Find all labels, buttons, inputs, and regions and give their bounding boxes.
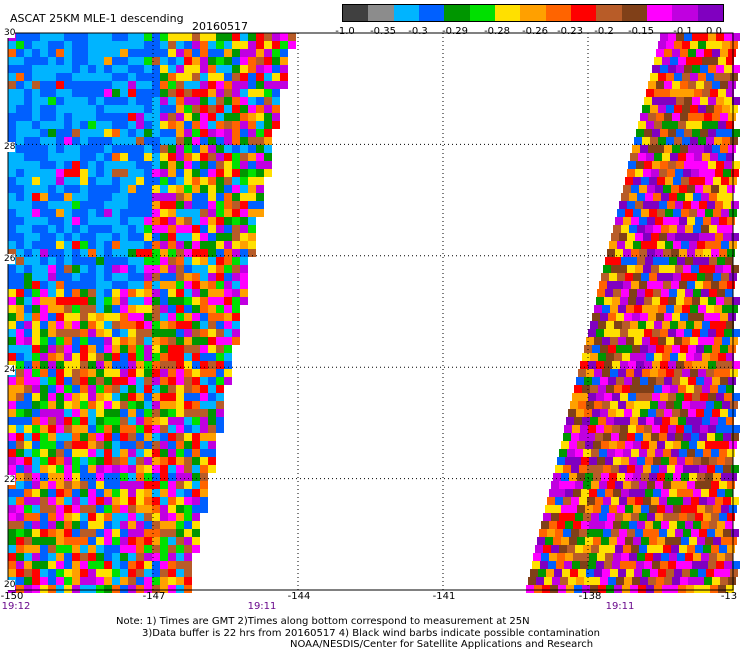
- legend-swatch: [393, 5, 419, 21]
- legend-swatch: [343, 5, 369, 21]
- legend-tick-label: -0.15: [628, 26, 654, 37]
- legend-swatch: [494, 5, 521, 21]
- lat-label-20: 20: [4, 580, 16, 590]
- lon-label-147: -147: [142, 591, 166, 602]
- map-date: 20160517: [192, 20, 248, 33]
- lon-label-135: -13: [720, 591, 738, 602]
- legend-swatch: [596, 5, 622, 21]
- scatterometer-map[interactable]: [0, 0, 740, 600]
- map-title: ASCAT 25KM MLE-1 descending: [10, 12, 184, 25]
- lat-label-24: 24: [4, 365, 16, 375]
- lat-label-22: 22: [4, 475, 16, 485]
- note-line-1: Note: 1) Times are GMT 2)Times along bot…: [116, 616, 530, 627]
- legend-tick-label: -0.1: [673, 26, 693, 37]
- legend-tick-label: -0.2: [594, 26, 614, 37]
- lon-label-144: -144: [287, 591, 311, 602]
- note-line-3: NOAA/NESDIS/Center for Satellite Applica…: [290, 639, 594, 650]
- legend-swatch: [570, 5, 597, 21]
- time-label-left: 19:12: [1, 601, 31, 612]
- lat-label-26: 26: [4, 254, 16, 264]
- legend-swatch: [697, 5, 723, 21]
- lat-label-28: 28: [4, 142, 16, 152]
- legend-tick-label: -0.23: [557, 26, 583, 37]
- time-label-middle: 19:11: [247, 601, 277, 612]
- legend-swatch: [646, 5, 673, 21]
- legend-swatch: [672, 5, 698, 21]
- legend-tick-label: -0.3: [408, 26, 428, 37]
- legend-swatch: [418, 5, 445, 21]
- lon-label-138: -138: [578, 591, 602, 602]
- lat-label-30: 30: [4, 28, 16, 38]
- legend-swatch: [545, 5, 571, 21]
- legend-tick-label: -0.35: [370, 26, 396, 37]
- legend-tick-label: -0.28: [484, 26, 510, 37]
- map-frame: [7, 32, 734, 591]
- legend-swatch: [520, 5, 546, 21]
- legend-swatch: [469, 5, 495, 21]
- lon-label-150: -150: [0, 591, 24, 602]
- legend-tick-label: 0.0: [706, 26, 722, 37]
- legend-swatch: [368, 5, 394, 21]
- swath-cells: [8, 33, 740, 593]
- legend-tick-label: -1.0: [335, 26, 355, 37]
- time-label-right: 19:11: [605, 601, 635, 612]
- lon-label-141: -141: [432, 591, 456, 602]
- legend-swatch: [621, 5, 647, 21]
- note-line-2: 3)Data buffer is 22 hrs from 20160517 4)…: [142, 628, 600, 639]
- legend-swatch: [444, 5, 470, 21]
- legend-tick-label: -0.26: [522, 26, 548, 37]
- color-legend-bar: [342, 4, 724, 22]
- legend-tick-label: -0.29: [442, 26, 468, 37]
